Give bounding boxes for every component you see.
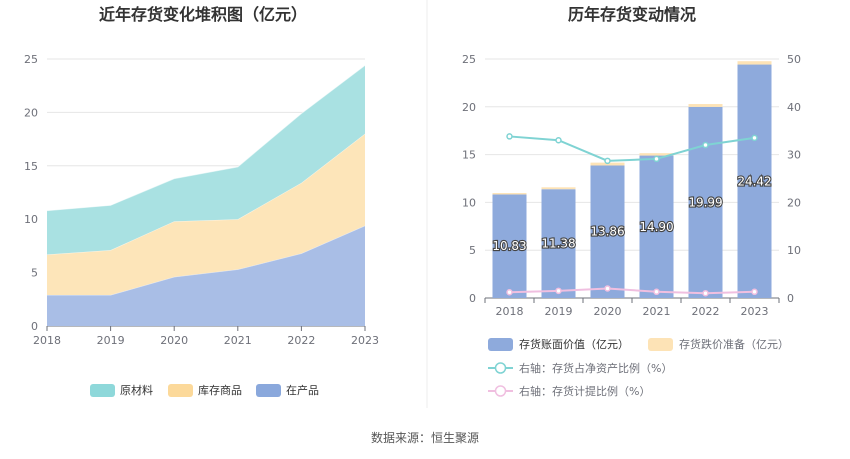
bar-value-label: 24.42 bbox=[737, 174, 771, 188]
x-tick-label: 2021 bbox=[224, 334, 252, 347]
right-line-series bbox=[506, 133, 758, 297]
y-tick-label: 0 bbox=[31, 320, 38, 333]
legend-label: 右轴：存货计提比例（%） bbox=[519, 384, 650, 398]
y-tick-label: 20 bbox=[462, 101, 476, 114]
y2-tick-label: 20 bbox=[787, 196, 801, 209]
y-tick-label: 5 bbox=[31, 267, 38, 280]
line-point bbox=[702, 289, 709, 297]
stacked-area-chart: 近年存货变化堆积图（亿元） 0 5 10 15 20 25 2018 2019 2020 202… bbox=[24, 5, 379, 397]
bar-impairment-reserve bbox=[737, 61, 772, 65]
x-tick-label: 2023 bbox=[741, 305, 769, 318]
line-point bbox=[751, 288, 758, 296]
bar-book-value bbox=[737, 64, 772, 298]
x-tick-label: 2020 bbox=[160, 334, 188, 347]
y2-tick-label: 10 bbox=[787, 244, 801, 257]
bar-book-value bbox=[590, 165, 625, 298]
area-edge-原材料 bbox=[46, 65, 366, 212]
y2-tick-label: 40 bbox=[787, 101, 801, 114]
line-point bbox=[506, 133, 513, 140]
left-area-series bbox=[46, 65, 366, 326]
y-tick-label: 15 bbox=[24, 160, 38, 173]
bar-value-label: 19.99 bbox=[688, 195, 722, 209]
y-tick-label: 20 bbox=[24, 106, 38, 119]
legend-label: 存货跌价准备（亿元） bbox=[679, 337, 789, 351]
legend-marker bbox=[494, 385, 507, 397]
y-tick-label: 10 bbox=[462, 196, 476, 209]
bar-impairment-reserve bbox=[688, 104, 723, 107]
line-point bbox=[751, 134, 758, 142]
x-tick-label: 2022 bbox=[692, 305, 720, 318]
left-chart-title: 近年存货变化堆积图（亿元） bbox=[99, 5, 307, 24]
bar-impairment-reserve bbox=[492, 193, 527, 195]
bar-value-label: 10.83 bbox=[492, 239, 526, 253]
y2-tick-label: 30 bbox=[787, 149, 801, 162]
area-在产品 bbox=[47, 225, 365, 326]
y2-tick-label: 0 bbox=[787, 292, 794, 305]
right-bar-series: 10.83 11.38 13.86 14.90 19.99 24.42 bbox=[491, 61, 773, 298]
bar-impairment-reserve bbox=[639, 153, 674, 156]
bar-book-value bbox=[492, 194, 527, 298]
bar-book-value bbox=[688, 106, 723, 298]
legend-swatch bbox=[90, 384, 115, 397]
x-tick-label: 2022 bbox=[287, 334, 315, 347]
line-provision-ratio bbox=[509, 287, 755, 295]
legend-swatch bbox=[648, 338, 673, 351]
data-source-note: 数据来源：恒生聚源 bbox=[371, 430, 479, 445]
area-原材料 bbox=[47, 65, 365, 255]
right-gridlines bbox=[485, 58, 779, 299]
right-legend: 存货账面价值（亿元） 存货跌价准备（亿元） 右轴：存货占净资产比例（%） 右轴：存货计… bbox=[488, 337, 789, 398]
x-tick-label: 2018 bbox=[496, 305, 524, 318]
line-point bbox=[604, 285, 611, 292]
line-point bbox=[555, 287, 562, 295]
legend-swatch bbox=[256, 384, 281, 397]
bar-impairment-reserve bbox=[590, 162, 625, 166]
line-point bbox=[555, 137, 562, 144]
x-tick-label: 2018 bbox=[33, 334, 61, 347]
y-tick-label: 10 bbox=[24, 213, 38, 226]
right-chart-title: 历年存货变动情况 bbox=[568, 5, 696, 24]
y-tick-label: 25 bbox=[24, 53, 38, 66]
legend-label: 右轴：存货占净资产比例（%） bbox=[519, 361, 672, 375]
x-tick-label: 2021 bbox=[643, 305, 671, 318]
y-tick-label: 25 bbox=[462, 53, 476, 66]
legend-swatch bbox=[488, 338, 513, 351]
line-point bbox=[702, 141, 709, 149]
line-point bbox=[653, 288, 660, 296]
left-y-axis: 0 5 10 15 20 25 bbox=[24, 53, 38, 333]
legend-marker bbox=[494, 362, 507, 374]
bar-impairment-reserve bbox=[541, 187, 576, 190]
legend-label: 存货账面价值（亿元） bbox=[519, 337, 629, 351]
line-inventory-to-equity bbox=[509, 135, 755, 162]
legend-label: 原材料 bbox=[120, 383, 153, 397]
legend-label: 在产品 bbox=[286, 383, 319, 397]
x-tick-label: 2019 bbox=[545, 305, 573, 318]
left-x-axis: 2018 2019 2020 2021 2022 2023 bbox=[33, 326, 379, 347]
area-库存商品 bbox=[47, 133, 365, 296]
legend-label: 库存商品 bbox=[198, 383, 242, 397]
bar-value-label: 13.86 bbox=[590, 225, 624, 239]
x-tick-label: 2023 bbox=[351, 334, 379, 347]
x-tick-label: 2019 bbox=[97, 334, 125, 347]
x-tick-label: 2020 bbox=[594, 305, 622, 318]
y2-tick-label: 50 bbox=[787, 53, 801, 66]
y-tick-label: 5 bbox=[469, 244, 476, 257]
right-left-y-axis: 0 5 10 15 20 25 bbox=[462, 53, 476, 305]
line-point bbox=[653, 155, 660, 163]
y-tick-label: 0 bbox=[469, 292, 476, 305]
legend-swatch bbox=[168, 384, 193, 397]
bar-book-value bbox=[639, 155, 674, 298]
y-tick-label: 15 bbox=[462, 149, 476, 162]
left-legend: 原材料 库存商品 在产品 bbox=[90, 383, 319, 397]
bar-value-label: 14.90 bbox=[639, 220, 673, 234]
right-right-y-axis: 0 10 20 30 40 50 bbox=[787, 53, 801, 305]
line-point bbox=[604, 157, 611, 165]
right-x-axis: 2018 2019 2020 2021 2022 2023 bbox=[484, 298, 780, 318]
line-point bbox=[506, 289, 513, 296]
bar-book-value bbox=[541, 189, 576, 298]
bar-value-label: 11.38 bbox=[541, 237, 575, 251]
